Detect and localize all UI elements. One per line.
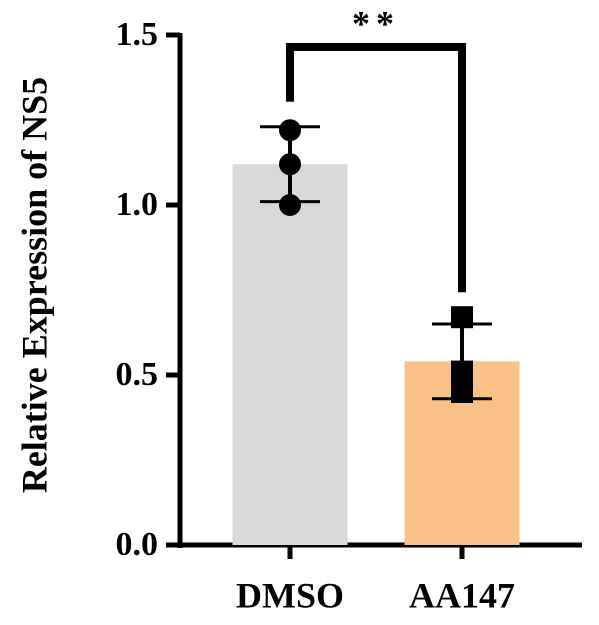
significance-bracket bbox=[286, 43, 466, 293]
y-tick-label: 0.5 bbox=[116, 356, 159, 393]
data-point bbox=[279, 119, 301, 142]
y-tick-label: 1.5 bbox=[116, 16, 159, 53]
significance-label: ** bbox=[352, 3, 400, 43]
y-tick-label: 0.0 bbox=[116, 526, 159, 563]
x-tick-label: DMSO bbox=[236, 575, 344, 615]
y-tick-label: 1.0 bbox=[116, 186, 159, 223]
data-point bbox=[279, 153, 301, 176]
y-axis-title: Relative Expression of NS5 bbox=[14, 77, 54, 493]
bar bbox=[232, 164, 348, 545]
data-point bbox=[451, 306, 473, 329]
data-point bbox=[451, 381, 473, 403]
data-point bbox=[279, 194, 301, 216]
data-point bbox=[451, 360, 473, 383]
x-tick-label: AA147 bbox=[409, 575, 515, 615]
